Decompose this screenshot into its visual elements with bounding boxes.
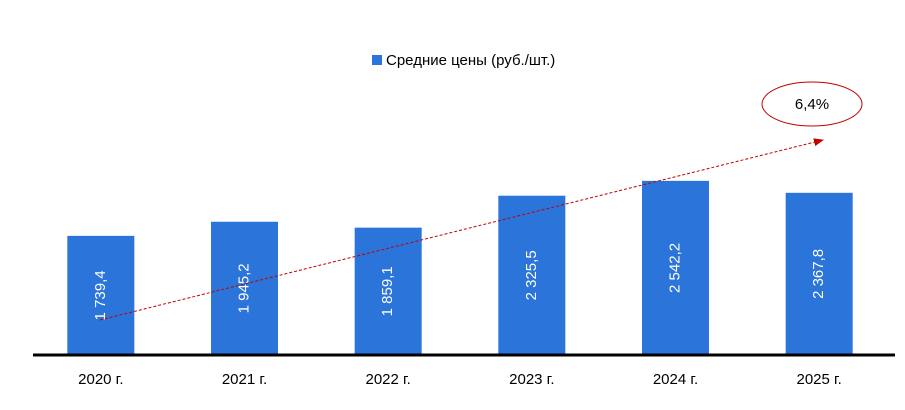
bar xyxy=(211,221,278,355)
trend-arrow xyxy=(99,138,824,321)
bar xyxy=(67,235,135,355)
x-tick-label: 2020 г. xyxy=(78,371,123,388)
annotation: 6,4% xyxy=(795,96,829,113)
x-tick-label: 2025 г. xyxy=(796,371,841,388)
bar xyxy=(498,195,566,355)
x-tick-label: 2021 г. xyxy=(222,371,267,388)
value-label: 2 367,8 xyxy=(810,249,827,299)
value-label: 2 325,5 xyxy=(523,250,540,300)
value-label: 1 859,1 xyxy=(379,266,396,316)
x-tick-label: 2022 г. xyxy=(365,371,410,388)
value-label: 1 739,4 xyxy=(92,270,109,320)
x-tick-label: 2024 г. xyxy=(653,371,698,388)
annotation-ellipse xyxy=(761,81,863,127)
bar xyxy=(354,227,422,355)
bar xyxy=(785,192,853,355)
value-label: 2 542,2 xyxy=(666,243,683,293)
legend-swatch xyxy=(372,55,382,65)
legend-label: Средние цены (руб./шт.) xyxy=(386,52,555,69)
value-label: 1 945,2 xyxy=(235,263,252,313)
x-tick-label: 2023 г. xyxy=(509,371,554,388)
bar xyxy=(642,180,709,355)
